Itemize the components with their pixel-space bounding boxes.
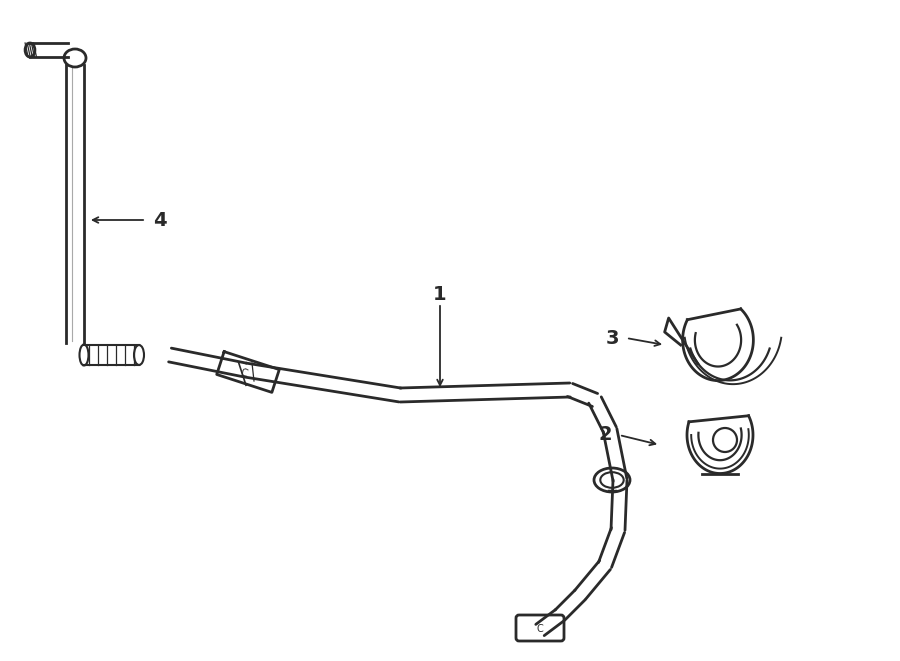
Text: 1: 1 [433, 286, 446, 305]
Text: 3: 3 [605, 329, 619, 348]
Text: 4: 4 [153, 210, 166, 229]
Text: C: C [536, 624, 544, 634]
Text: C: C [239, 368, 248, 379]
Text: 2: 2 [598, 426, 612, 444]
